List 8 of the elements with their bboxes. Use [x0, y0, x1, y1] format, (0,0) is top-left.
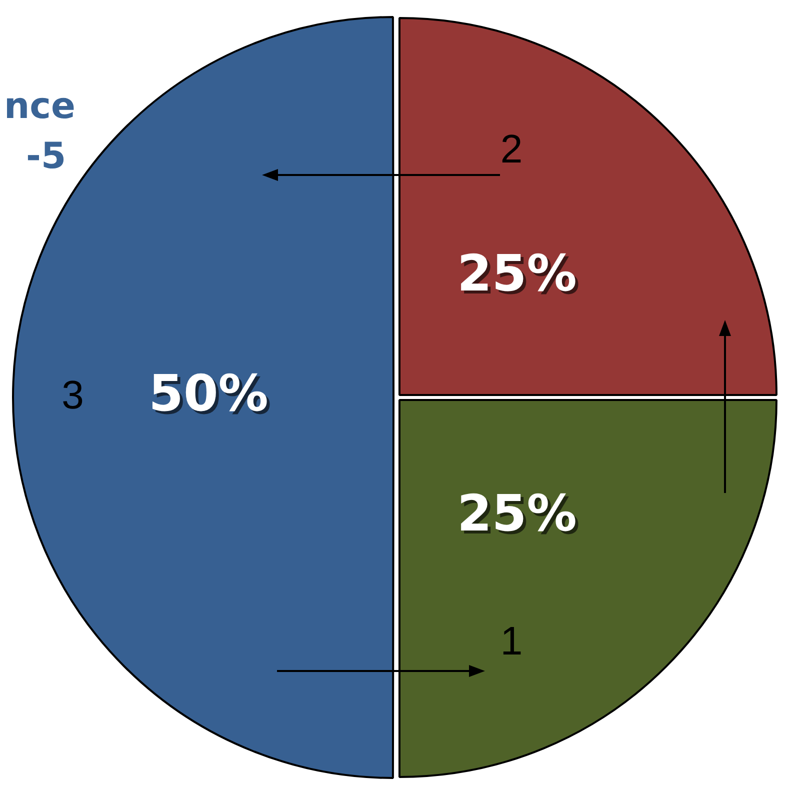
data-label: 25%: [460, 487, 580, 546]
text: nce: [4, 85, 76, 129]
slice-label: 2: [500, 127, 523, 172]
data-label: 50%: [152, 367, 272, 426]
slice-label: 1: [500, 620, 523, 664]
slice-label: 3: [62, 374, 84, 418]
data-label: 25%: [460, 248, 580, 306]
text: -5: [25, 135, 66, 179]
